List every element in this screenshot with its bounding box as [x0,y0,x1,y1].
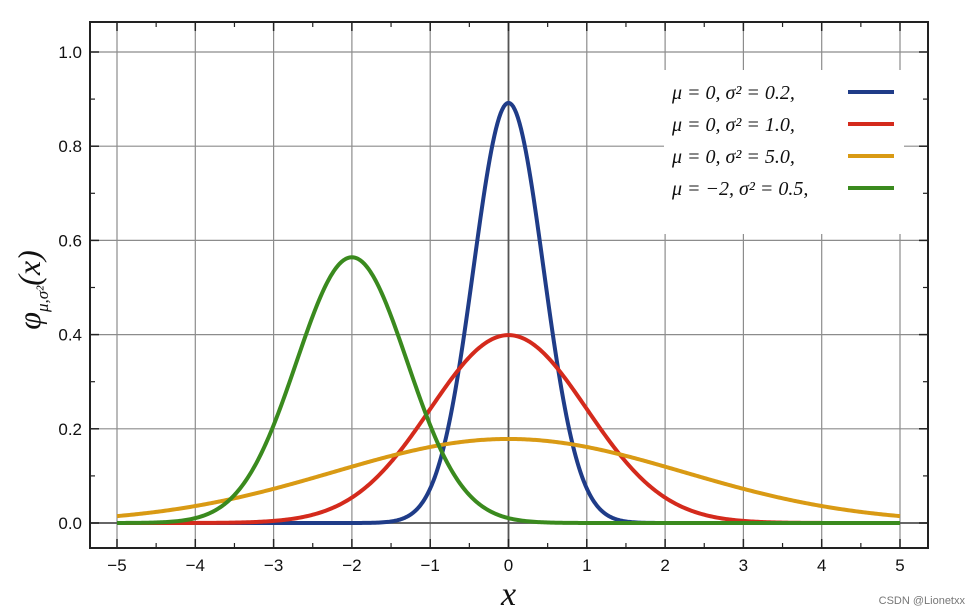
legend-label: μ = 0, σ² = 0.2, [671,82,795,104]
legend: μ = 0, σ² = 0.2, μ = 0, σ² = 1.0, μ = 0, σ… [664,70,904,234]
x-tick-label: 3 [739,556,748,575]
legend-box [664,70,904,234]
y-axis-title-sub: μ,σ² [33,285,52,313]
x-tick-label: −4 [186,556,205,575]
legend-label: μ = 0, σ² = 1.0, [671,114,795,136]
y-tick-label: 0.6 [58,231,82,250]
y-tick-label: 0.8 [58,137,82,156]
watermark: CSDN @Lionetxx [878,595,965,607]
y-axis-title: φμ,σ²(x) [11,250,52,329]
x-tick-label: 1 [582,556,591,575]
y-tick-label: 1.0 [58,43,82,62]
y-axis-title-arg: (x) [11,250,47,286]
y-tick-label: 0.2 [58,420,82,439]
x-tick-label: 0 [504,556,513,575]
y-axis-title-main: φ [11,312,47,330]
x-tick-label: 5 [895,556,904,575]
series-line-4 [116,255,901,525]
x-axis-title: x [500,576,516,613]
axis-titles: x φμ,σ²(x) [11,250,516,613]
x-tick-label: −2 [342,556,361,575]
y-tick-label: 0.0 [58,514,82,533]
x-tick-label: −3 [264,556,283,575]
legend-label: μ = 0, σ² = 5.0, [671,146,795,168]
x-tick-label: −5 [107,556,126,575]
y-tick-label: 0.4 [58,326,82,345]
series-line-3 [116,436,901,519]
legend-label: μ = −2, σ² = 0.5, [671,178,808,200]
ticks: −5 −4 −3 −2 −1 0 1 2 3 4 5 0.0 0.2 0.4 0.6 0.8 1.0 [58,22,928,575]
x-tick-label: 2 [660,556,669,575]
x-tick-label: −1 [421,556,440,575]
x-tick-label: 4 [817,556,826,575]
curves [116,100,901,525]
